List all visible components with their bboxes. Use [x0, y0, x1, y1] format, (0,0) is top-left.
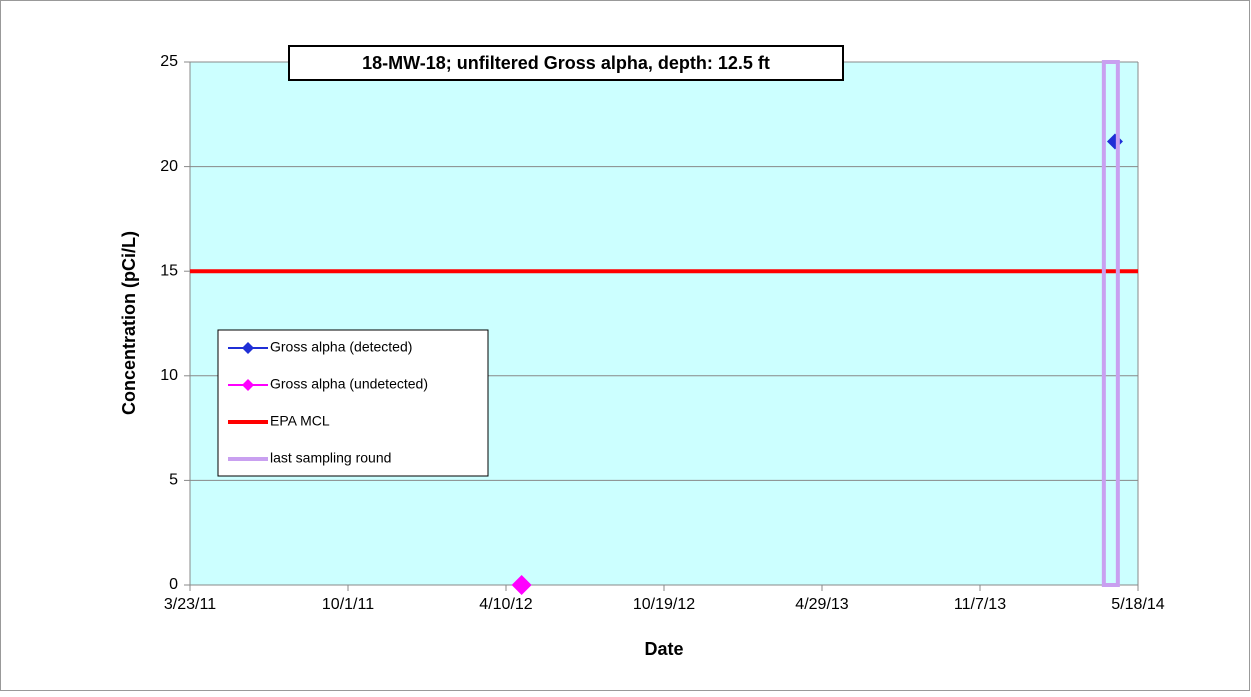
- x-tick-label: 5/18/14: [1111, 596, 1164, 613]
- x-tick-label: 11/7/13: [954, 596, 1006, 613]
- legend-label: Gross alpha (undetected): [270, 376, 428, 392]
- y-tick-label: 15: [160, 262, 178, 279]
- plot-background: [190, 62, 1138, 585]
- y-tick-label: 20: [160, 158, 178, 175]
- legend-label: Gross alpha (detected): [270, 339, 412, 355]
- x-tick-label: 10/19/12: [633, 596, 695, 613]
- sampling-band: [1101, 60, 1120, 587]
- legend-marker: [242, 379, 254, 391]
- x-tick-label: 4/10/12: [479, 596, 532, 613]
- y-axis-label: Concentration (pCi/L): [119, 231, 139, 415]
- y-tick-label: 25: [160, 53, 178, 70]
- y-tick-label: 5: [169, 472, 178, 489]
- chart-title: 18-MW-18; unfiltered Gross alpha, depth:…: [362, 53, 770, 73]
- legend-marker: [242, 342, 254, 354]
- y-tick-label: 0: [169, 576, 178, 593]
- x-tick-label: 10/1/11: [322, 596, 374, 613]
- title-box: [288, 45, 844, 81]
- y-tick-label: 10: [160, 367, 178, 384]
- data-point: [511, 575, 532, 595]
- legend-label: last sampling round: [270, 450, 391, 466]
- x-axis-label: Date: [644, 639, 683, 659]
- x-tick-label: 4/29/13: [795, 596, 848, 613]
- legend-label: EPA MCL: [270, 413, 330, 429]
- x-tick-label: 3/23/11: [164, 596, 216, 613]
- legend-box: [217, 329, 489, 477]
